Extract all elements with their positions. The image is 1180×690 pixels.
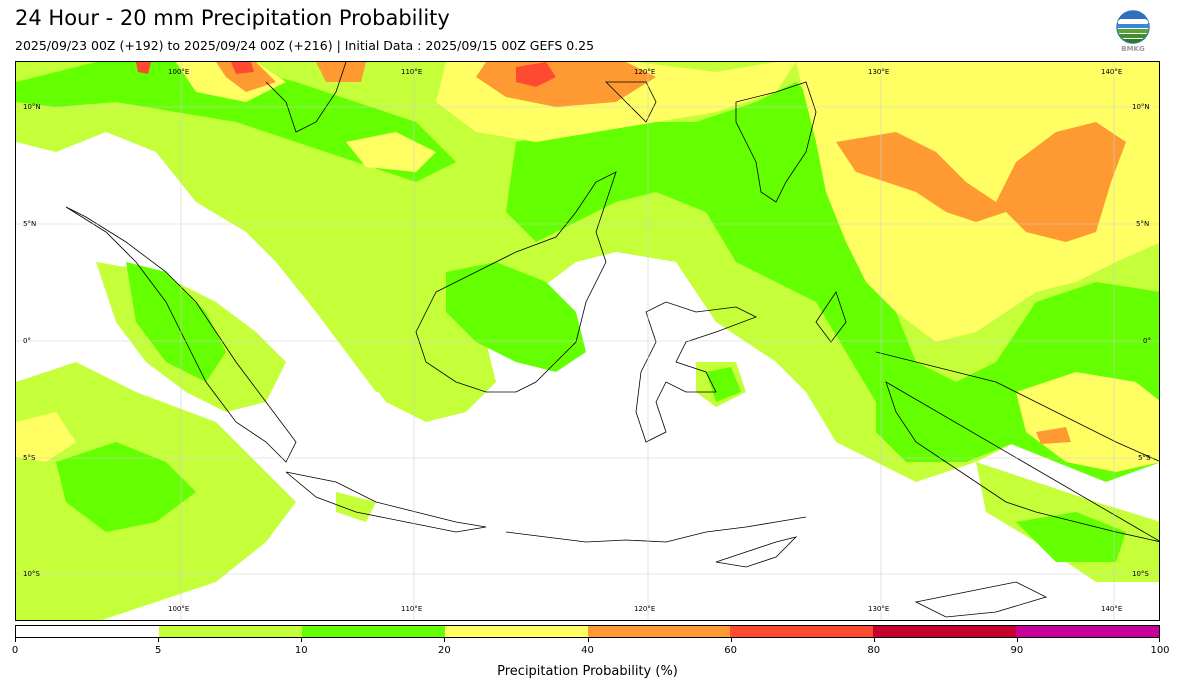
lon-label-140e-top: 140°E — [1101, 68, 1123, 76]
colorbar-tick — [587, 638, 589, 642]
colorbar-tick — [1016, 638, 1018, 642]
bmkg-logo-icon — [1116, 10, 1150, 44]
colorbar-tick-label: 20 — [438, 645, 451, 656]
probability-field — [16, 62, 1159, 620]
lat-label-10n-right: 10°N — [1132, 103, 1150, 111]
lat-label-0-right: 0° — [1143, 337, 1151, 345]
colorbar-tick — [301, 638, 303, 642]
colorbar-tick-label: 90 — [1010, 645, 1024, 656]
precipitation-map: 100°E 110°E 120°E 130°E 140°E 100°E 110°… — [15, 61, 1160, 621]
colorbar-segment — [16, 626, 159, 637]
colorbar-segment — [587, 626, 731, 637]
colorbar-tick — [1159, 638, 1160, 642]
lon-label-110e-top: 110°E — [401, 68, 423, 76]
colorbar-segment — [444, 626, 588, 637]
colorbar-segment — [730, 626, 874, 637]
probability-band-60-80 — [136, 62, 556, 87]
lat-label-10s-left: 10°S — [23, 570, 40, 578]
lon-label-100e-top: 100°E — [168, 68, 190, 76]
lon-label-130e-bottom: 130°E — [868, 605, 890, 613]
colorbar-tick — [15, 638, 16, 642]
colorbar-tick-label: 40 — [581, 645, 594, 656]
bmkg-logo-text: BMKG — [1121, 45, 1145, 53]
colorbar-tick — [873, 638, 875, 642]
colorbar-tick — [444, 638, 446, 642]
colorbar-tick-label: 80 — [867, 645, 881, 656]
lat-label-5n-left: 5°N — [23, 220, 37, 228]
colorbar-title: Precipitation Probability (%) — [497, 664, 678, 679]
colorbar-segment — [873, 626, 1017, 637]
lon-label-140e-bottom: 140°E — [1101, 605, 1123, 613]
colorbar-tick-label: 100 — [1150, 645, 1170, 656]
colorbar-tick-label: 0 — [11, 645, 19, 656]
colorbar-tick — [158, 638, 160, 642]
colorbar-tick-label: 60 — [724, 645, 737, 656]
colorbar-segment — [158, 626, 302, 637]
lon-label-110e-bottom: 110°E — [401, 605, 423, 613]
map-title: 24 Hour - 20 mm Precipitation Probabilit… — [15, 6, 450, 30]
lat-label-5s-left: 5°S — [23, 454, 36, 462]
gridlines — [16, 62, 1159, 620]
lon-label-100e-bottom: 100°E — [168, 605, 190, 613]
colorbar — [15, 625, 1160, 638]
colorbar-segment — [1016, 626, 1159, 637]
lon-label-120e-bottom: 120°E — [634, 605, 656, 613]
lon-label-120e-top: 120°E — [634, 68, 656, 76]
lat-label-10n-left: 10°N — [23, 103, 41, 111]
colorbar-segment — [301, 626, 445, 637]
lat-label-5s-right: 5°S — [1138, 454, 1151, 462]
colorbar-tick-label: 5 — [154, 645, 162, 656]
map-subtitle: 2025/09/23 00Z (+192) to 2025/09/24 00Z … — [15, 38, 595, 53]
lon-label-130e-top: 130°E — [868, 68, 890, 76]
lat-label-5n-right: 5°N — [1136, 220, 1150, 228]
lat-label-0-left: 0° — [23, 337, 31, 345]
colorbar-tick-label: 10 — [294, 645, 308, 656]
colorbar-tick — [730, 638, 732, 642]
lat-label-10s-right: 10°S — [1132, 570, 1149, 578]
coastlines — [65, 62, 1159, 618]
